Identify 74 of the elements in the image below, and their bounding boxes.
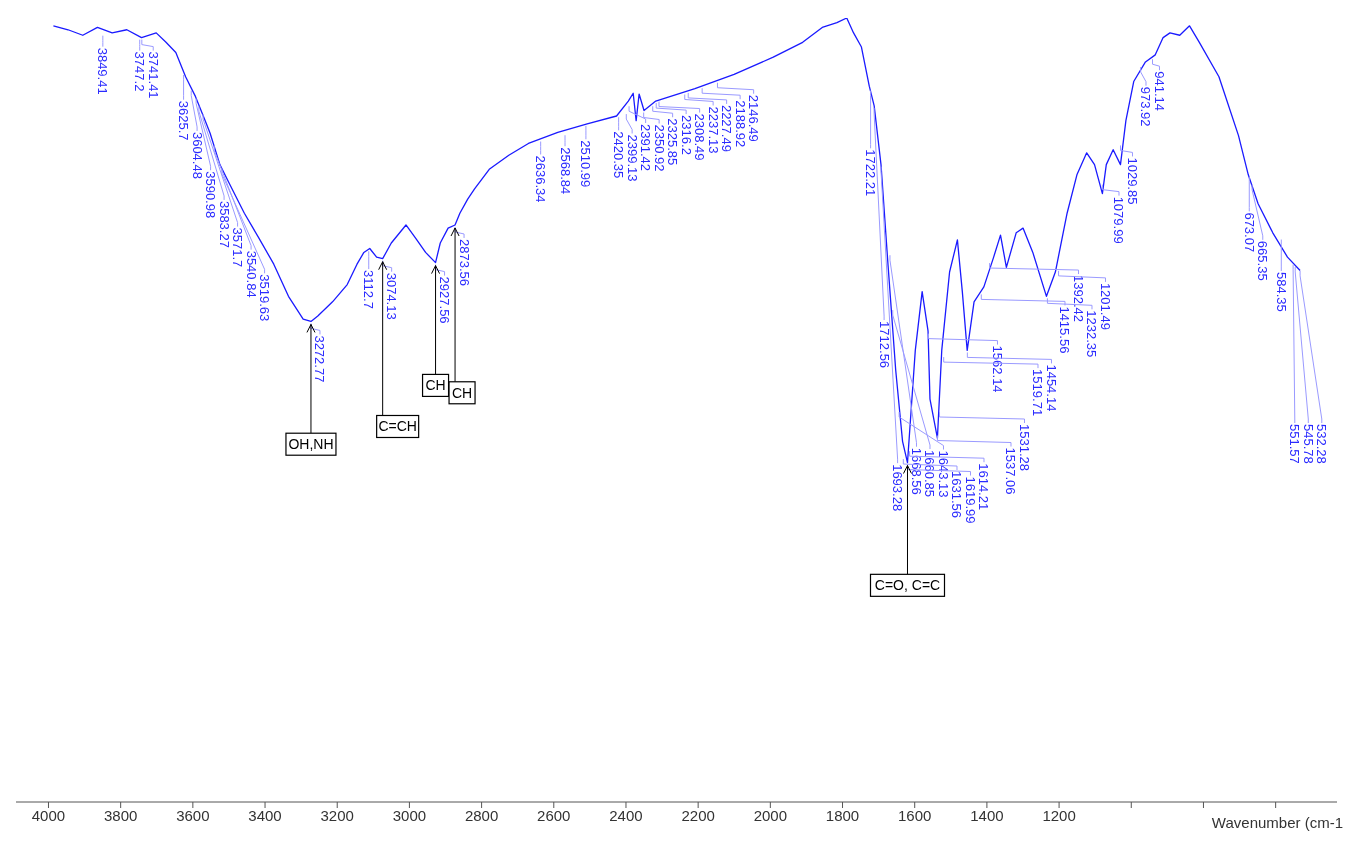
- annotation: 532.28: [1314, 424, 1330, 464]
- x-tick-label: 2200: [681, 806, 715, 824]
- annotation: 3540.84: [243, 250, 259, 298]
- annotation: 941.14: [1152, 71, 1167, 111]
- annotation: 2927.56: [437, 276, 453, 324]
- annotation: C=O, C=C: [874, 577, 941, 594]
- annotation: 3590.98: [203, 171, 219, 219]
- annotation: 673.07: [1241, 212, 1257, 253]
- annotation: 2873.56: [456, 238, 472, 286]
- annotation: 2188.92: [732, 100, 748, 148]
- annotation: 3074.13: [384, 272, 400, 320]
- annotation: 3112.7: [361, 270, 377, 309]
- x-tick-label: 1600: [898, 806, 932, 824]
- annotation: 1693.28: [890, 464, 906, 512]
- annotation: 1392.42: [1071, 275, 1086, 323]
- annotation: 1531.28: [1017, 424, 1032, 471]
- annotation: 973.92: [1138, 86, 1154, 127]
- annotation: 1668.56: [909, 447, 924, 495]
- x-axis-title: Wavenumber (cm-1: [1211, 814, 1343, 831]
- annotation: 2308.49: [692, 113, 708, 161]
- annotation: 2237.13: [705, 106, 721, 154]
- annotation: 2636.34: [533, 155, 549, 203]
- x-tick-label: 1400: [970, 806, 1004, 824]
- annotation: 2399.13: [624, 134, 640, 182]
- annotation: 2568.84: [557, 147, 573, 195]
- annotation: 3519.63: [257, 274, 273, 322]
- annotation: 1537.06: [1003, 447, 1019, 495]
- annotation: 1619.99: [963, 476, 978, 524]
- annotation: 1631.56: [949, 471, 965, 519]
- x-tick-label: 3600: [176, 806, 210, 824]
- annotation: 2325.85: [665, 118, 681, 166]
- x-tick-label: 1800: [825, 806, 860, 824]
- annotation: 551.57: [1287, 424, 1303, 464]
- annotation: 2227.49: [719, 104, 735, 152]
- annotation: 1660.85: [922, 450, 938, 498]
- x-tick-label: 1200: [1042, 806, 1076, 824]
- x-tick-label: 2000: [753, 806, 788, 824]
- annotation: 2510.99: [578, 140, 594, 188]
- x-tick-label: 3000: [392, 806, 427, 824]
- annotation: 2316.2: [678, 115, 694, 155]
- annotation: 3849.41: [95, 47, 111, 95]
- annotation: 3604.48: [189, 131, 205, 179]
- annotation: 3583.27: [216, 200, 232, 248]
- annotation: 2146.49: [746, 94, 762, 142]
- annotation: 1029.85: [1125, 157, 1140, 205]
- annotation: 1712.56: [876, 321, 892, 369]
- annotation: 1562.14: [990, 345, 1005, 393]
- annotation: 1415.56: [1057, 306, 1073, 354]
- annotation: 1519.71: [1030, 369, 1046, 417]
- annotation: 2391.42: [638, 124, 654, 172]
- x-tick-label: 3200: [320, 806, 354, 824]
- annotation: 665.35: [1255, 240, 1271, 281]
- x-tick-label: 2800: [464, 806, 499, 824]
- annotation: 3571.7: [230, 227, 246, 268]
- annotation: 1722.21: [863, 149, 879, 197]
- annotation: 584.35: [1273, 271, 1289, 312]
- annotation: 3741.41: [145, 51, 161, 99]
- x-tick-label: 3400: [248, 806, 282, 824]
- annotation: 1454.14: [1044, 364, 1059, 412]
- annotation: 545.78: [1300, 424, 1316, 464]
- annotation: 1643.13: [936, 450, 951, 498]
- x-tick-label: 4000: [31, 806, 66, 824]
- x-tick-label: 3800: [103, 806, 138, 824]
- annotation: 2350.92: [651, 124, 667, 172]
- annotation: 3272.77: [312, 335, 328, 383]
- x-tick-label: 2400: [609, 806, 643, 824]
- annotation: 1079.99: [1111, 196, 1127, 244]
- annotation: 1232.35: [1084, 310, 1100, 358]
- annotation: 3747.2: [132, 51, 148, 92]
- x-tick-label: 2600: [537, 806, 571, 824]
- annotation: 1201.49: [1098, 282, 1113, 330]
- annotation: 1614.21: [976, 463, 992, 511]
- annotation: 2420.35: [611, 131, 627, 179]
- annotation: 3625.7: [176, 100, 192, 141]
